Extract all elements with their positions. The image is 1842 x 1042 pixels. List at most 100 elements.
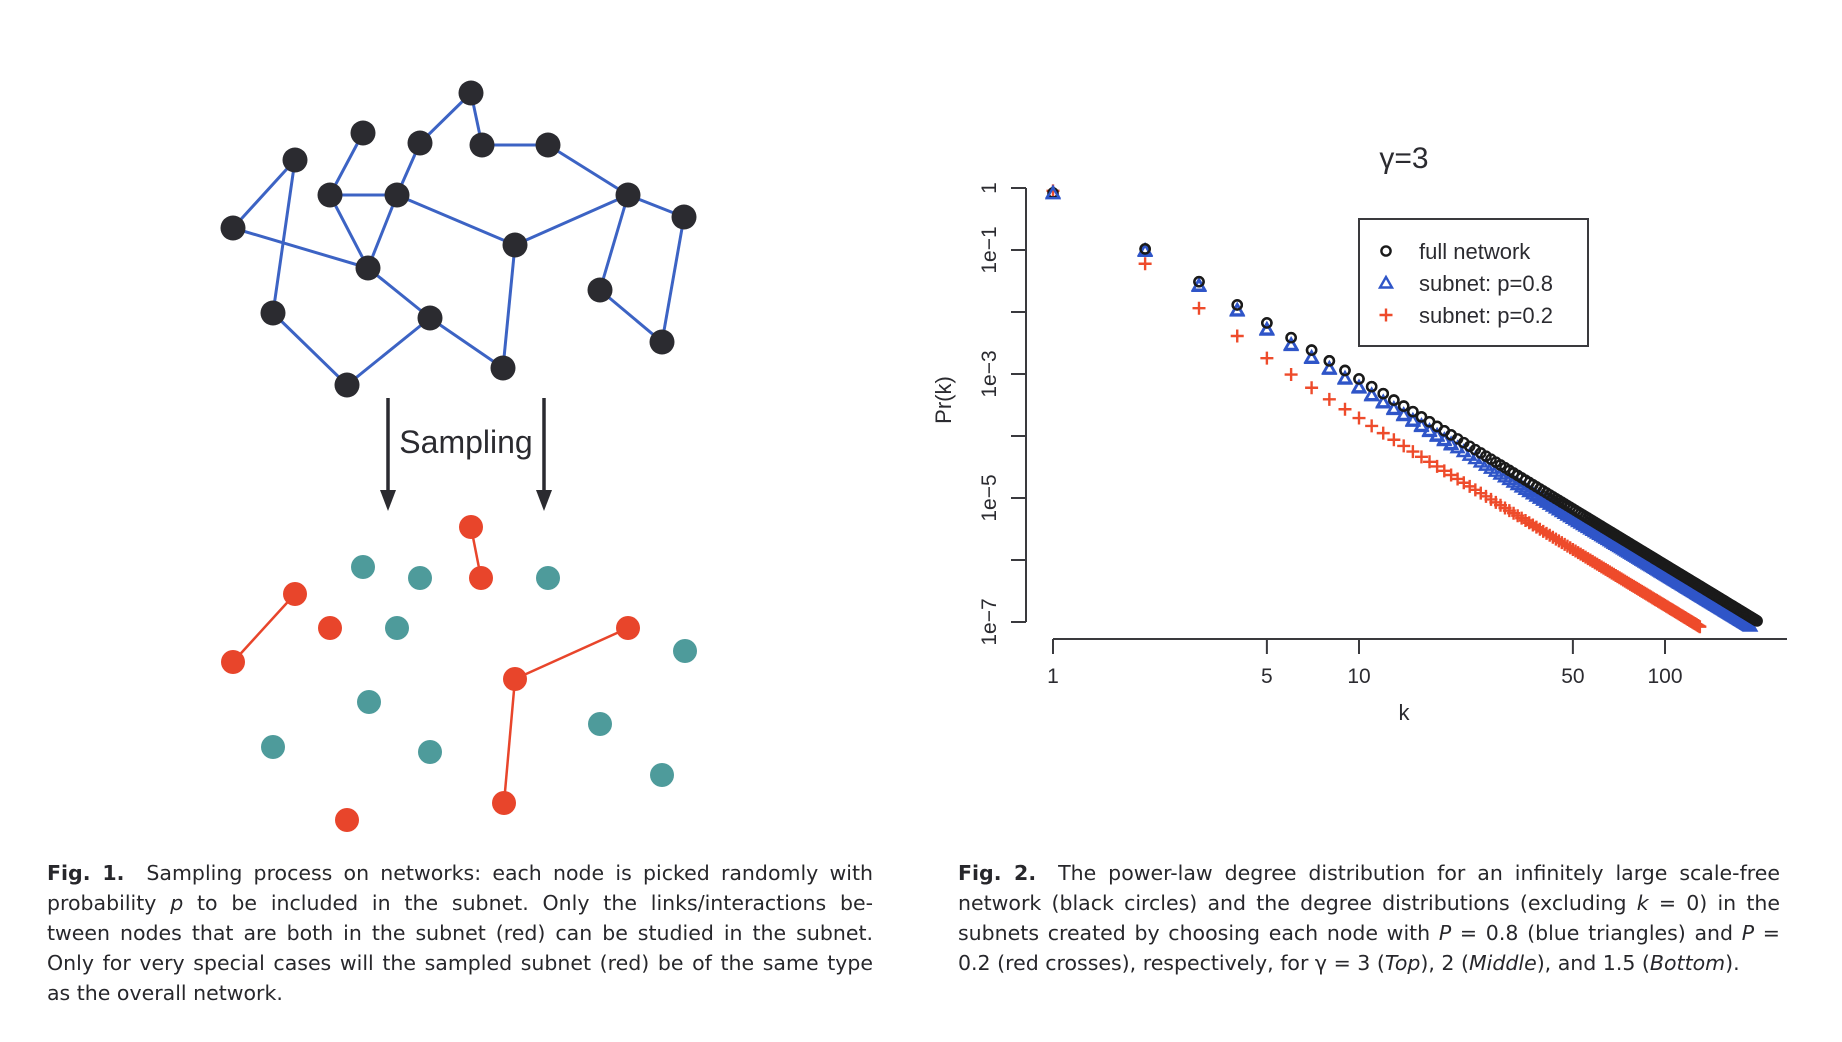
data-point xyxy=(1285,331,1297,344)
x-axis: 1 5 10 50 100 xyxy=(1047,638,1787,688)
data-point xyxy=(1261,317,1273,329)
caption-line: network (black circles) and the degree d… xyxy=(958,891,1780,915)
y-tick-label: 1 xyxy=(978,182,1001,194)
data-point xyxy=(1406,445,1420,459)
network-node xyxy=(282,147,308,173)
subnet-node xyxy=(459,515,483,539)
network-edge xyxy=(547,143,629,197)
caption-line: Only for very special cases will the sam… xyxy=(47,951,873,975)
legend-label: subnet: p=0.2 xyxy=(1419,303,1553,328)
data-point xyxy=(1421,423,1438,438)
italic-term: P xyxy=(1741,921,1755,945)
subnet-node xyxy=(318,616,342,640)
network-node xyxy=(469,132,495,158)
network-node xyxy=(317,182,343,208)
italic-term: Top xyxy=(1384,951,1421,975)
data-point xyxy=(1436,432,1453,447)
figure-1-caption: Fig. 1. Sampling process on networks: eac… xyxy=(47,858,873,1008)
data-point xyxy=(1137,242,1154,257)
full-network-edges xyxy=(231,91,686,387)
figure-2-degree-distribution-chart: γ=3 11e−11e−31e−51e−7 1 5 10 50 100 Pr(k) k … xyxy=(931,142,1787,725)
data-point xyxy=(1407,405,1419,418)
data-point xyxy=(1413,418,1430,433)
caption-line: subnets created by choosing each node wi… xyxy=(958,921,1780,945)
data-point xyxy=(1352,411,1366,425)
x-tick-label: 5 xyxy=(1261,665,1273,688)
data-point xyxy=(1229,302,1246,317)
data-point xyxy=(1397,439,1411,453)
data-point xyxy=(1231,299,1244,311)
italic-term: Bottom xyxy=(1649,951,1726,975)
data-point xyxy=(1230,329,1244,343)
network-edge xyxy=(660,216,686,343)
subnet-nodes xyxy=(221,515,697,832)
figure-1-network-diagram: Sampling xyxy=(220,80,697,832)
subnet-edge xyxy=(232,593,296,663)
network-edge xyxy=(599,288,663,344)
series-cross xyxy=(1046,184,1707,634)
data-point xyxy=(1321,360,1338,375)
figure-label: Fig. 2. xyxy=(958,861,1037,885)
network-node xyxy=(502,232,528,258)
excluded-node xyxy=(588,712,612,736)
caption-line: Fig. 1. Sampling process on networks: eac… xyxy=(47,861,873,885)
subnet-node xyxy=(469,566,493,590)
data-point xyxy=(1376,426,1390,440)
data-point xyxy=(1338,402,1352,416)
network-edge xyxy=(514,193,629,247)
italic-term: k xyxy=(1636,891,1649,915)
network-node xyxy=(490,355,516,381)
data-point xyxy=(1323,355,1336,367)
excluded-node xyxy=(261,735,285,759)
caption-line: as the overall network. xyxy=(47,981,283,1005)
data-point xyxy=(1443,436,1460,451)
subnet-node xyxy=(335,808,359,832)
network-edge xyxy=(598,194,630,291)
excluded-node xyxy=(408,566,432,590)
data-point xyxy=(1556,504,1573,519)
subnet-node xyxy=(492,791,516,815)
data-point xyxy=(1751,615,1763,627)
x-tick-label: 10 xyxy=(1347,665,1370,688)
network-edge xyxy=(396,193,516,247)
data-point xyxy=(1336,370,1354,385)
network-edge xyxy=(271,311,349,387)
data-point xyxy=(1437,464,1451,478)
network-node xyxy=(671,204,697,230)
left-arrow-head-icon xyxy=(380,490,396,511)
data-point xyxy=(1423,455,1437,469)
network-node xyxy=(458,80,484,106)
series-circle-overlay xyxy=(1139,243,1457,441)
data-point xyxy=(1395,407,1412,422)
network-edge xyxy=(367,266,431,320)
data-point xyxy=(1430,459,1444,473)
y-tick-label: 1e−5 xyxy=(978,474,1001,521)
data-point xyxy=(1429,427,1446,442)
data-point xyxy=(1192,301,1206,315)
legend-label: subnet: p=0.8 xyxy=(1419,271,1553,296)
excluded-node xyxy=(351,555,375,579)
caption-line: probability p to be included in the subn… xyxy=(47,891,873,915)
y-axis-label: Pr(k) xyxy=(931,376,956,424)
italic-term: Middle xyxy=(1468,951,1537,975)
subnet-node xyxy=(283,582,307,606)
excluded-node xyxy=(418,740,442,764)
data-point xyxy=(1365,380,1378,393)
network-edge xyxy=(346,316,431,387)
data-point xyxy=(1138,257,1152,271)
full-network-nodes xyxy=(220,80,697,398)
data-point xyxy=(1388,394,1400,406)
data-point xyxy=(1363,387,1380,402)
network-edge xyxy=(501,244,517,369)
network-node xyxy=(350,120,376,146)
excluded-node xyxy=(357,690,381,714)
data-point xyxy=(1397,400,1410,412)
data-point xyxy=(1339,364,1351,377)
subnet-node xyxy=(221,650,245,674)
legend-circle-icon xyxy=(1380,245,1392,257)
data-point xyxy=(1305,344,1318,356)
data-point xyxy=(1044,185,1062,200)
x-axis-label: k xyxy=(1399,700,1411,725)
network-edge xyxy=(232,226,369,270)
data-point xyxy=(1365,419,1379,433)
